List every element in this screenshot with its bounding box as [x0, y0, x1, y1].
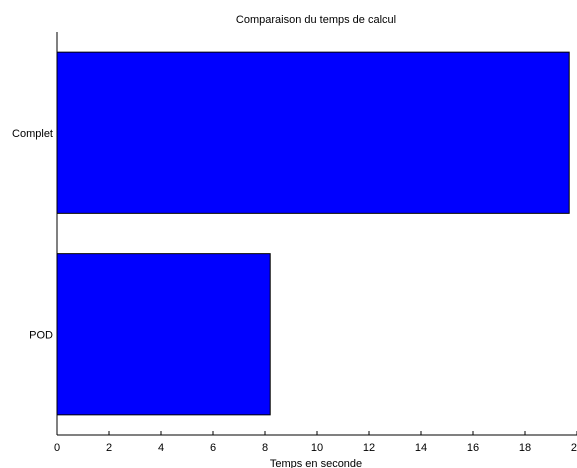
- axes-group: Complet POD 0 2 4 6 8 10 12 14 16 18 20: [12, 32, 577, 454]
- bars-group: [56, 51, 570, 416]
- x-tick-label: 20: [571, 442, 577, 454]
- x-tick-label: 4: [158, 442, 164, 454]
- bar-complet: [56, 51, 570, 214]
- x-tick-label: 6: [210, 442, 216, 454]
- chart-title: Comparaison du temps de calcul: [236, 14, 396, 26]
- x-tick-label: 8: [262, 442, 268, 454]
- x-axis-label: Temps en seconde: [270, 458, 362, 468]
- x-tick-label: 16: [467, 442, 479, 454]
- y-tick-label: Complet: [12, 128, 53, 140]
- x-tick-label: 2: [106, 442, 112, 454]
- y-tick-label: POD: [29, 329, 53, 341]
- x-tick-label: 12: [363, 442, 375, 454]
- x-tick-label: 0: [54, 442, 60, 454]
- x-tick-label: 18: [519, 442, 531, 454]
- x-tick-label: 10: [311, 442, 323, 454]
- x-tick-label: 14: [415, 442, 427, 454]
- bar-pod: [56, 253, 271, 416]
